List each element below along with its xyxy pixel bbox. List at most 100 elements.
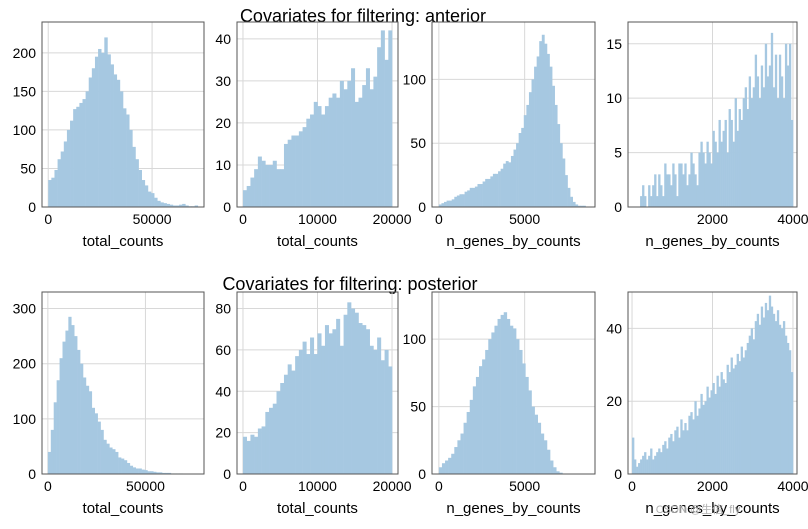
histogram-bar <box>694 174 697 207</box>
y-tick-label: 20 <box>215 425 231 441</box>
x-axis-label: n_genes_by_counts <box>645 500 779 517</box>
histogram-bar <box>456 195 460 207</box>
histogram-bar <box>384 59 389 207</box>
histogram-bar <box>537 422 542 474</box>
histogram-bar <box>369 345 374 474</box>
histogram-bar <box>246 185 251 207</box>
histogram-panel-4: 0 100 200 300 0 50000 total_counts <box>13 291 205 517</box>
histogram-bar <box>347 80 352 207</box>
histogram-bar <box>754 54 758 207</box>
histogram-bar <box>490 176 494 207</box>
histogram-bar <box>640 459 643 474</box>
x-tick-label: 10000 <box>298 478 337 494</box>
histogram-bar <box>66 129 71 207</box>
histogram-bar <box>141 469 145 474</box>
histogram-bar <box>332 329 337 474</box>
histogram-bar <box>724 383 727 474</box>
histogram-bar <box>306 118 311 207</box>
histogram-bar <box>678 163 681 207</box>
histogram-bar <box>451 199 455 207</box>
histogram-bar <box>194 205 199 207</box>
histogram-bar <box>674 430 677 474</box>
histogram-bar <box>734 98 737 207</box>
histogram-bar <box>698 152 701 207</box>
histogram-bar <box>138 170 142 207</box>
histogram-bar <box>462 194 465 207</box>
histogram-bar <box>766 76 770 207</box>
y-tick-label: 30 <box>215 73 231 89</box>
histogram-bar <box>116 79 121 207</box>
histogram-bar <box>159 472 163 474</box>
histogram-bar <box>506 318 511 474</box>
histogram-bar <box>384 349 389 474</box>
histogram-bar <box>672 441 675 474</box>
histogram-bar <box>512 328 517 474</box>
axes-frame <box>236 291 399 475</box>
histogram-bar <box>748 335 752 474</box>
histogram-bar <box>768 295 772 474</box>
histogram-bar <box>328 333 333 474</box>
histogram-bar <box>388 30 393 208</box>
histogram-bar <box>544 43 548 208</box>
histogram-bar <box>778 324 782 474</box>
histogram-panel-6: 0 50 100 0 5000 n_genes_by_counts <box>403 291 596 517</box>
histogram-bar <box>101 52 105 208</box>
histogram-bar <box>454 447 458 474</box>
histogram-bar <box>505 161 509 207</box>
histogram-bar <box>682 430 685 474</box>
histogram-bar <box>438 204 442 207</box>
histogram-bar <box>179 204 183 207</box>
histogram-bar <box>658 448 661 474</box>
histogram-bar <box>518 133 522 207</box>
histogram-bar <box>710 390 713 474</box>
x-tick-label: 5000 <box>509 478 540 494</box>
histogram-bar <box>343 314 348 474</box>
histogram-bar <box>688 174 691 207</box>
histogram-bar <box>531 406 535 474</box>
x-tick-label: 0 <box>435 478 443 494</box>
row-title-posterior: Covariates for filtering: posterior <box>222 274 477 294</box>
histogram-bar <box>166 203 171 207</box>
histogram-bar <box>526 104 530 207</box>
histogram-bar <box>77 349 81 474</box>
histogram-bar <box>790 119 794 207</box>
histogram-bar <box>666 174 669 207</box>
histogram-bar <box>575 204 579 207</box>
histogram-panel-2: 0 50 100 0 5000 n_genes_by_counts <box>403 21 596 250</box>
histogram-bar <box>642 185 645 207</box>
histogram-bar <box>175 205 180 207</box>
y-tick-label: 5 <box>614 145 622 161</box>
histogram-bar <box>332 93 337 207</box>
histogram-bar <box>121 458 125 474</box>
histogram-bar <box>750 98 754 207</box>
histogram-bar <box>508 162 512 207</box>
histogram-bar <box>744 87 748 207</box>
histogram-bar <box>662 196 665 207</box>
histogram-bar <box>752 87 756 207</box>
histogram-bar <box>250 177 255 207</box>
histogram-bar <box>369 89 374 207</box>
histogram-bar <box>650 196 653 207</box>
histogram-bar <box>714 393 717 474</box>
histogram-bar <box>261 426 266 474</box>
histogram-bar <box>676 426 679 474</box>
histogram-bar <box>557 124 561 207</box>
histogram-bar <box>276 391 281 474</box>
histogram-bar <box>760 65 764 207</box>
histogram-bar <box>712 130 715 207</box>
histogram-bar <box>480 184 483 207</box>
histogram-bar <box>766 310 770 474</box>
histogram-bar <box>672 163 675 207</box>
histogram-bar <box>728 109 731 207</box>
histogram-bar <box>577 205 581 207</box>
histogram-bar <box>295 356 300 474</box>
histogram-bar <box>380 30 385 208</box>
histogram-bar <box>261 160 266 207</box>
histogram-bar <box>720 372 723 474</box>
histogram-bar <box>60 151 65 207</box>
histogram-bar <box>491 332 495 474</box>
histogram-bar <box>291 370 296 474</box>
histogram-bar <box>242 190 247 207</box>
histogram-bar <box>562 158 566 207</box>
histogram-bar <box>734 364 737 474</box>
